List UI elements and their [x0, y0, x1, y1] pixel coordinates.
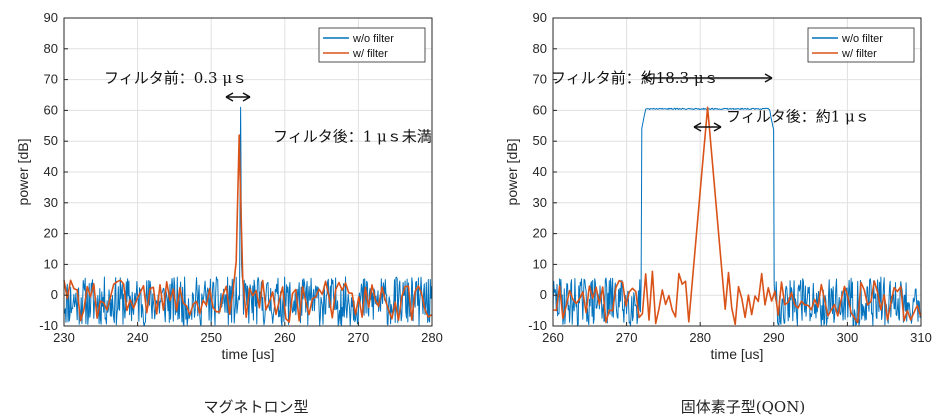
y-tick-label: 80: [44, 41, 58, 56]
y-tick-label: -10: [528, 318, 547, 333]
y-tick-label: 10: [533, 256, 547, 271]
chart-panel-solid-state: 260 270 280 290 300 310 -10 0 10 20 30 40 50 60 70 80 90…: [504, 10, 932, 416]
y-tick-label: 50: [44, 133, 58, 148]
legend-box: [318, 27, 426, 63]
y-tick-label: 80: [533, 41, 547, 56]
annotation-arrow: [643, 73, 773, 83]
arrow-head-left: [225, 92, 234, 102]
arrow-head-right: [713, 122, 722, 132]
y-tick-label: 0: [51, 287, 58, 302]
panel-caption: マグネトロン型: [203, 398, 308, 416]
y-tick-label: 70: [533, 72, 547, 87]
y-tick-label: 30: [44, 195, 58, 210]
legend-box: [807, 27, 915, 63]
legend-label: w/ filter: [352, 48, 388, 60]
x-tick-label: 280: [421, 330, 443, 345]
y-tick-label: 60: [533, 102, 547, 117]
x-tick-label: 260: [542, 330, 564, 345]
annotation-text: フィルタ前：約18.3 μｓ: [551, 69, 719, 87]
arrow-head-right: [764, 73, 773, 83]
x-tick-label: 280: [689, 330, 711, 345]
y-tick-label: 60: [44, 102, 58, 117]
y-tick-label: 90: [44, 10, 58, 25]
legend: w/o filter w/ filter: [318, 27, 426, 63]
y-tick-label: 30: [533, 195, 547, 210]
y-tick-label: 70: [44, 72, 58, 87]
y-tick-label: 10: [44, 256, 58, 271]
x-tick-label: 240: [127, 330, 149, 345]
y-tick-label: 0: [540, 287, 547, 302]
annotation-text: フィルタ前：0.3 μｓ: [104, 69, 247, 87]
series-line-with-filter: [552, 106, 922, 326]
x-axis-label: time [us]: [711, 346, 764, 362]
legend: w/o filter w/ filter: [807, 27, 915, 63]
y-tick-label: 50: [533, 133, 547, 148]
y-tick-label: 40: [533, 164, 547, 179]
x-tick-label: 300: [837, 330, 859, 345]
y-tick-label: -10: [39, 318, 58, 333]
annotation-text: フィルタ後：約1 μｓ: [726, 108, 870, 126]
y-tick-label: 40: [44, 164, 58, 179]
chart-panel-magnetron: 230 240 250 260 270 280 -10 0 10 20 30 40 50 60 70 80 90…: [15, 10, 443, 416]
legend-label: w/ filter: [841, 48, 877, 60]
x-axis-label: time [us]: [222, 346, 275, 362]
y-tick-label: 20: [44, 226, 58, 241]
y-tick-label: 20: [533, 226, 547, 241]
series-line-with-filter: [63, 134, 433, 323]
annotation-arrow: [693, 122, 722, 132]
panel-caption: 固体素子型(QON): [681, 398, 805, 416]
y-axis-label: power [dB]: [15, 139, 31, 206]
arrow-head-left: [643, 73, 652, 83]
x-tick-label: 250: [200, 330, 222, 345]
x-tick-label: 230: [53, 330, 75, 345]
x-tick-label: 290: [763, 330, 785, 345]
y-tick-label: 90: [533, 10, 547, 25]
x-tick-label: 270: [616, 330, 638, 345]
legend-label: w/o filter: [352, 33, 394, 45]
arrow-head-right: [242, 92, 251, 102]
legend-label: w/o filter: [841, 33, 883, 45]
annotation-text: フィルタ後：1 μｓ未満: [273, 128, 432, 146]
annotation-arrow: [225, 92, 251, 102]
y-axis-label: power [dB]: [504, 139, 520, 206]
x-tick-label: 270: [348, 330, 370, 345]
x-tick-label: 310: [910, 330, 932, 345]
arrow-head-left: [693, 122, 702, 132]
x-tick-label: 260: [274, 330, 296, 345]
